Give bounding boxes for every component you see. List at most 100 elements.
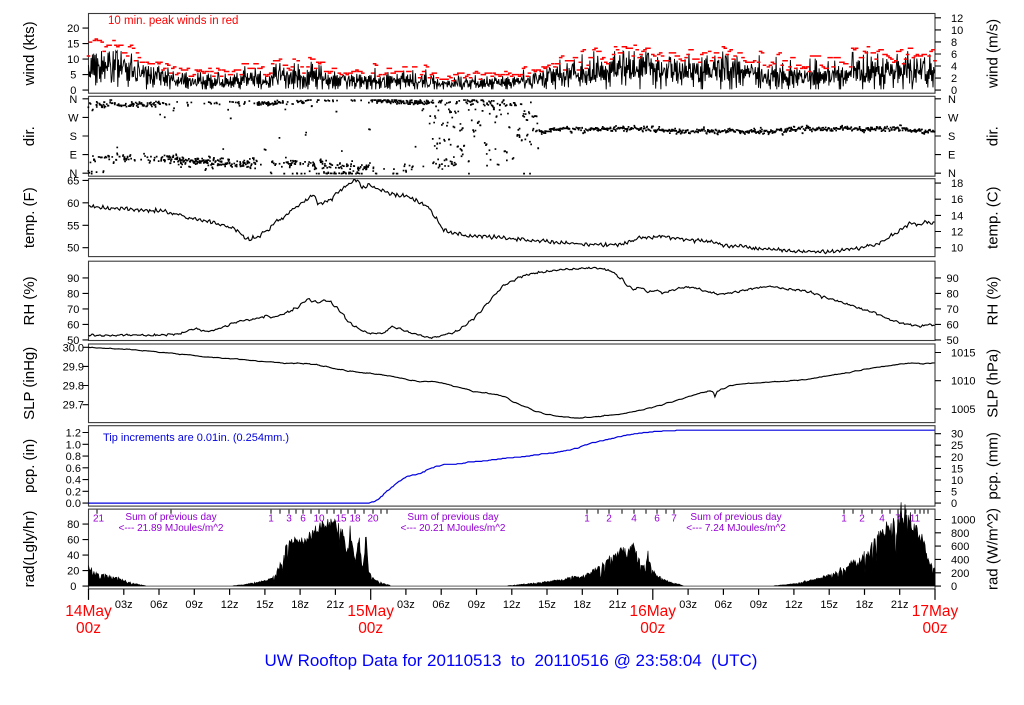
svg-text:6: 6 xyxy=(300,514,306,525)
svg-text:7: 7 xyxy=(671,514,677,525)
svg-text:10: 10 xyxy=(951,25,963,37)
svg-text:0: 0 xyxy=(951,85,957,97)
svg-text:70: 70 xyxy=(947,304,959,316)
svg-text:RH (%): RH (%) xyxy=(985,276,1002,325)
svg-text:15z: 15z xyxy=(538,599,556,611)
svg-text:8: 8 xyxy=(951,37,957,49)
svg-text:Sum of previous day: Sum of previous day xyxy=(407,512,498,523)
svg-text:1: 1 xyxy=(584,514,590,525)
svg-text:N: N xyxy=(948,168,956,180)
svg-text:03z: 03z xyxy=(397,599,415,611)
svg-text:11: 11 xyxy=(910,514,921,525)
svg-text:18z: 18z xyxy=(856,599,874,611)
svg-text:0: 0 xyxy=(70,581,76,593)
svg-text:pcp. (in): pcp. (in) xyxy=(21,439,38,493)
svg-text:21z: 21z xyxy=(609,599,627,611)
svg-text:800: 800 xyxy=(951,528,969,540)
svg-text:3: 3 xyxy=(286,514,292,525)
svg-text:60: 60 xyxy=(67,198,79,210)
svg-text:S: S xyxy=(948,131,955,143)
svg-text:80: 80 xyxy=(947,288,959,300)
svg-text:14: 14 xyxy=(951,210,963,222)
svg-text:50: 50 xyxy=(67,243,79,255)
svg-text:60: 60 xyxy=(67,535,79,547)
svg-text:7: 7 xyxy=(895,514,901,525)
svg-text:<--- 21.89 MJoules/m^2: <--- 21.89 MJoules/m^2 xyxy=(118,523,223,534)
svg-text:00z: 00z xyxy=(76,620,101,637)
svg-text:600: 600 xyxy=(951,541,969,553)
svg-text:50: 50 xyxy=(947,335,959,347)
svg-text:18z: 18z xyxy=(291,599,309,611)
svg-text:E: E xyxy=(70,150,77,162)
svg-text:E: E xyxy=(948,150,955,162)
svg-text:10: 10 xyxy=(951,475,963,487)
svg-text:0: 0 xyxy=(951,581,957,593)
svg-text:SLP (hPa): SLP (hPa) xyxy=(985,349,1002,418)
svg-text:N: N xyxy=(69,94,77,106)
svg-text:0.4: 0.4 xyxy=(66,475,81,487)
svg-text:dir.: dir. xyxy=(21,126,38,146)
svg-text:1: 1 xyxy=(841,514,847,525)
svg-text:0.6: 0.6 xyxy=(66,463,81,475)
svg-text:50: 50 xyxy=(67,335,79,347)
svg-text:12z: 12z xyxy=(221,599,239,611)
svg-text:09z: 09z xyxy=(750,599,768,611)
svg-text:0.2: 0.2 xyxy=(66,486,81,498)
svg-text:40: 40 xyxy=(67,550,79,562)
svg-text:10 min. peak winds in red: 10 min. peak winds in red xyxy=(108,15,238,27)
svg-text:RH (%): RH (%) xyxy=(21,276,38,325)
svg-text:15: 15 xyxy=(951,463,963,475)
svg-text:65: 65 xyxy=(67,175,79,187)
svg-text:80: 80 xyxy=(67,288,79,300)
svg-text:29.8: 29.8 xyxy=(63,381,84,393)
svg-text:16: 16 xyxy=(951,194,963,206)
svg-text:pcp. (mm): pcp. (mm) xyxy=(985,432,1002,500)
svg-text:1015: 1015 xyxy=(951,348,975,360)
svg-text:12z: 12z xyxy=(503,599,521,611)
svg-text:10: 10 xyxy=(67,54,79,66)
svg-text:400: 400 xyxy=(951,554,969,566)
svg-text:W: W xyxy=(68,112,79,124)
svg-text:15: 15 xyxy=(335,514,347,525)
svg-text:14May: 14May xyxy=(65,603,112,620)
svg-text:18z: 18z xyxy=(573,599,591,611)
svg-text:20: 20 xyxy=(367,514,379,525)
svg-text:55: 55 xyxy=(67,220,79,232)
svg-text:03z: 03z xyxy=(115,599,133,611)
svg-text:09z: 09z xyxy=(468,599,486,611)
svg-text:10: 10 xyxy=(313,514,325,525)
svg-text:1000: 1000 xyxy=(951,515,975,527)
svg-text:06z: 06z xyxy=(150,599,168,611)
svg-text:wind (kts): wind (kts) xyxy=(21,21,38,86)
svg-text:4: 4 xyxy=(631,514,637,525)
svg-text:4: 4 xyxy=(879,514,885,525)
svg-text:12: 12 xyxy=(951,227,963,239)
svg-text:2: 2 xyxy=(606,514,612,525)
svg-text:00z: 00z xyxy=(923,620,948,637)
svg-text:00z: 00z xyxy=(358,620,383,637)
svg-text:18: 18 xyxy=(349,514,361,525)
svg-text:UW Rooftop Data for 20110513: UW Rooftop Data for 20110513 to 20110516… xyxy=(265,651,758,670)
svg-text:15z: 15z xyxy=(256,599,274,611)
svg-text:6: 6 xyxy=(654,514,660,525)
svg-text:1010: 1010 xyxy=(951,376,975,388)
svg-text:00z: 00z xyxy=(640,620,665,637)
svg-text:21z: 21z xyxy=(327,599,345,611)
svg-text:200: 200 xyxy=(951,568,969,580)
svg-text:SLP (inHg): SLP (inHg) xyxy=(21,347,38,420)
svg-text:0.8: 0.8 xyxy=(66,451,81,463)
svg-text:18: 18 xyxy=(951,178,963,190)
svg-text:6: 6 xyxy=(951,49,957,61)
svg-text:<--- 20.21 MJoules/m^2: <--- 20.21 MJoules/m^2 xyxy=(400,523,505,534)
svg-text:4: 4 xyxy=(951,61,957,73)
svg-text:80: 80 xyxy=(67,519,79,531)
svg-text:N: N xyxy=(948,94,956,106)
svg-text:2: 2 xyxy=(859,514,865,525)
svg-text:17May: 17May xyxy=(912,603,959,620)
svg-text:20: 20 xyxy=(67,566,79,578)
svg-text:N: N xyxy=(69,168,77,180)
svg-text:90: 90 xyxy=(947,273,959,285)
svg-text:21z: 21z xyxy=(891,599,909,611)
svg-text:1005: 1005 xyxy=(951,404,975,416)
svg-text:Sum of previous day: Sum of previous day xyxy=(690,512,781,523)
